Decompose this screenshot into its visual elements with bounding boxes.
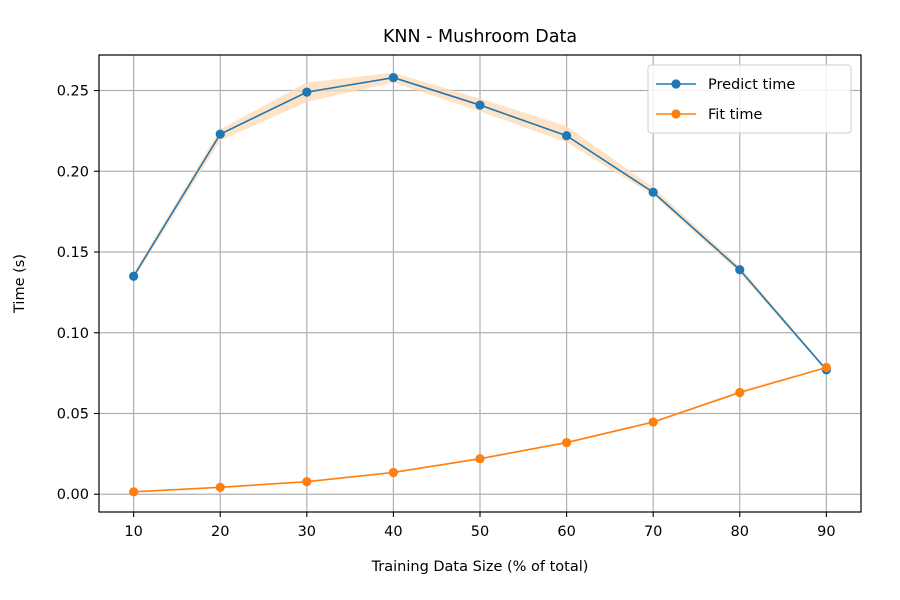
legend-fit-time-marker (671, 109, 681, 119)
x-tick-label: 70 (644, 524, 662, 540)
predict-time-point (215, 129, 225, 139)
y-tick-label: 0.15 (57, 245, 89, 261)
x-tick-label: 30 (298, 524, 316, 540)
confidence-bands (133, 72, 827, 493)
y-tick-label: 0.00 (57, 487, 89, 503)
y-tick-label: 0.05 (57, 406, 89, 422)
legend-predict-time-marker (671, 79, 681, 89)
x-tick-label: 40 (384, 524, 402, 540)
fit-time-point (215, 482, 225, 492)
legend: Predict time Fit time (647, 64, 852, 134)
legend-predict-time-label: Predict time (708, 77, 795, 93)
fit-time-point (475, 454, 485, 464)
predict-time-point (561, 131, 572, 141)
fit-time-point (821, 362, 831, 373)
predict-time-point (475, 100, 485, 110)
y-axis-label: Time (s) (12, 254, 28, 314)
x-tick-label: 20 (211, 524, 229, 540)
fit-time-point (648, 417, 658, 427)
predict-time-point (388, 73, 399, 83)
series-lines (129, 73, 831, 497)
predict-time-point (129, 271, 139, 281)
y-tick-label: 0.20 (57, 164, 89, 180)
confidence-band-predict (133, 72, 827, 372)
x-tick-label: 60 (557, 524, 575, 540)
x-tick-label: 90 (817, 524, 835, 540)
x-axis-label: Training Data Size (% of total) (371, 559, 589, 575)
x-tick-label: 50 (471, 524, 489, 540)
y-tick-label: 0.25 (57, 84, 89, 100)
chart-title: KNN - Mushroom Data (383, 27, 577, 47)
fit-time-point (302, 477, 312, 487)
fit-time-point (561, 437, 572, 448)
fit-time-point (735, 387, 745, 398)
predict-time-point (735, 265, 745, 275)
fit-time-point (388, 467, 399, 478)
legend-box (647, 64, 852, 134)
x-tick-label: 10 (124, 524, 142, 540)
predict-time-point (648, 187, 658, 197)
fit-time-point (129, 487, 139, 497)
axis-ticks: 10 20 30 40 50 60 70 80 90 0.00 0.05 0.10 0.15 0.20 0.… (57, 84, 836, 540)
x-tick-label: 80 (731, 524, 749, 540)
legend-fit-time-label: Fit time (708, 107, 762, 123)
predict-time-point (302, 87, 312, 97)
y-tick-label: 0.10 (57, 326, 89, 342)
